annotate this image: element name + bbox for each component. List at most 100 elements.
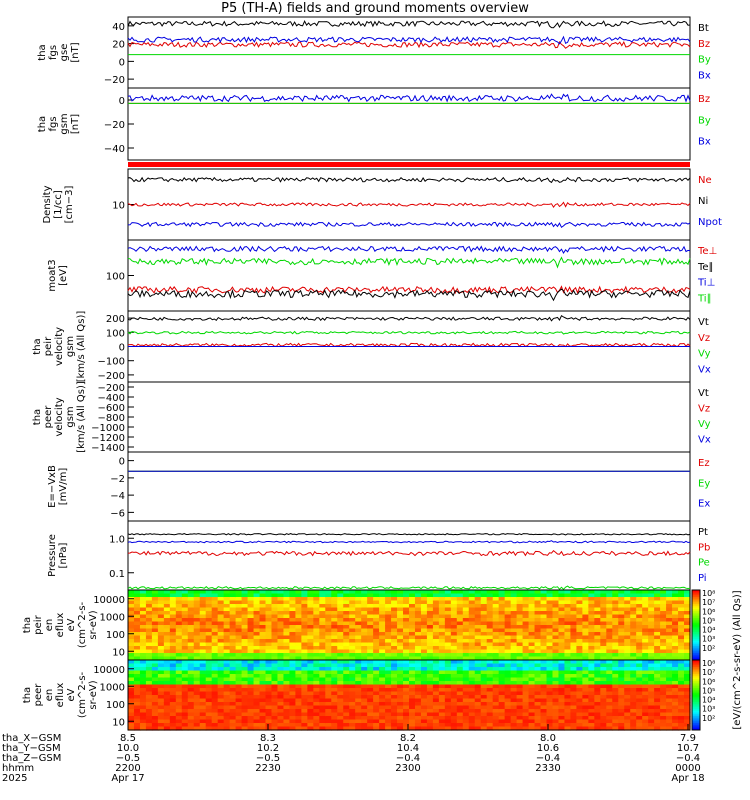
- spectrogram-cell: [253, 719, 261, 724]
- spectrogram-cell: [385, 705, 392, 710]
- spectrogram-cell: [391, 681, 398, 686]
- spectrogram-cell: [175, 621, 183, 626]
- spectrogram-cell: [355, 723, 362, 728]
- spectrogram-cell: [307, 600, 314, 605]
- spectrogram-cell: [337, 667, 344, 672]
- spectrogram-cell: [624, 719, 631, 724]
- spectrogram-cell: [355, 590, 362, 595]
- spectrogram-cell: [133, 688, 141, 693]
- spectrogram-cell: [307, 639, 314, 644]
- spectrogram-cell: [253, 618, 261, 623]
- spectrogram-cell: [504, 726, 512, 731]
- spectrogram-cell: [181, 628, 189, 633]
- spectrogram-cell: [414, 705, 422, 710]
- spectrogram-cell: [145, 635, 153, 640]
- spectrogram-cell: [516, 597, 524, 602]
- y-axis-label: Density: [42, 185, 53, 223]
- spectrogram-cell: [391, 600, 398, 605]
- spectrogram-cell: [642, 625, 649, 630]
- spectrogram-cell: [175, 667, 183, 672]
- spectrogram-cell: [217, 628, 225, 633]
- spectrogram-cell: [199, 611, 207, 616]
- spectrogram-cell: [678, 607, 685, 612]
- spectrogram-cell: [169, 600, 177, 605]
- spectrogram-cell: [510, 611, 518, 616]
- spectrogram-cell: [175, 653, 183, 658]
- spectrogram-cell: [582, 649, 589, 654]
- spectrogram-cell: [606, 632, 613, 637]
- spectrogram-cell: [510, 590, 518, 595]
- spectrogram-cell: [397, 590, 404, 595]
- spectrogram-cell: [576, 646, 583, 651]
- spectrogram-cell: [223, 614, 231, 619]
- spectrogram-cell: [241, 611, 249, 616]
- spectrogram-cell: [277, 625, 285, 630]
- spectrogram-cell: [379, 649, 386, 654]
- spectrogram-cell: [510, 618, 518, 623]
- spectrogram-cell: [666, 698, 673, 703]
- spectrogram-cell: [187, 639, 195, 644]
- spectrogram-cell: [253, 656, 261, 661]
- spectrogram-cell: [331, 698, 338, 703]
- spectrogram-cell: [397, 649, 404, 654]
- spectrogram-cell: [630, 604, 637, 609]
- spectrogram-cell: [468, 593, 476, 598]
- spectrogram-cell: [259, 709, 267, 714]
- spectrogram-cell: [181, 705, 189, 710]
- spectrogram-cell: [480, 611, 488, 616]
- spectrogram-cell: [331, 660, 338, 665]
- spectrogram-cell: [648, 618, 655, 623]
- spectrogram-cell: [325, 726, 332, 731]
- spectrogram-cell: [163, 684, 171, 689]
- spectrogram-cell: [307, 635, 314, 640]
- spectrogram-cell: [211, 590, 219, 595]
- spectrogram-cell: [175, 695, 183, 700]
- spectrogram-cell: [193, 621, 201, 626]
- spectrogram-cell: [265, 604, 273, 609]
- spectrogram-cell: [217, 688, 225, 693]
- spectrogram-cell: [325, 695, 332, 700]
- spectrogram-cell: [379, 688, 386, 693]
- spectrogram-cell: [456, 667, 464, 672]
- spectrogram-cell: [546, 726, 554, 731]
- spectrogram-cell: [462, 660, 470, 665]
- ephemeris-value: −0.4: [675, 753, 701, 764]
- spectrogram-cell: [361, 590, 368, 595]
- spectrogram-cell: [235, 639, 243, 644]
- spectrogram-cell: [660, 660, 667, 665]
- spectrogram-cell: [157, 649, 165, 654]
- spectrogram-cell: [319, 621, 326, 626]
- spectrogram-cell: [199, 625, 207, 630]
- spectrogram-cell: [145, 702, 153, 707]
- spectrogram-cell: [606, 597, 613, 602]
- spectrogram-cell: [169, 723, 177, 728]
- spectrogram-cell: [522, 681, 530, 686]
- spectrogram-cell: [612, 705, 619, 710]
- spectrogram-cell: [462, 593, 470, 598]
- spectrogram-cell: [373, 635, 380, 640]
- spectrogram-cell: [570, 625, 578, 630]
- panel-frame: [127, 16, 691, 89]
- spectrogram-cell: [600, 600, 607, 605]
- spectrogram-cell: [486, 611, 494, 616]
- ephemeris-value: 10.4: [396, 743, 420, 754]
- spectrogram-cell: [169, 726, 177, 731]
- spectrogram-cell: [672, 593, 679, 598]
- colorbar-cell: [692, 675, 700, 678]
- spectrogram-cell: [355, 688, 362, 693]
- spectrogram-cell: [492, 688, 500, 693]
- spectrogram-cell: [295, 667, 302, 672]
- spectrogram-cell: [558, 681, 566, 686]
- spectrogram-cell: [283, 688, 291, 693]
- spectrogram-cell: [540, 593, 548, 598]
- spectrogram-cell: [576, 639, 583, 644]
- spectrogram-cell: [223, 684, 231, 689]
- spectrogram-cell: [528, 677, 536, 682]
- spectrogram-cell: [331, 593, 338, 598]
- spectrogram-cell: [666, 646, 673, 651]
- spectrogram-cell: [480, 712, 488, 717]
- spectrogram-cell: [462, 712, 470, 717]
- spectrogram-cell: [420, 691, 428, 696]
- spectrogram-cell: [187, 635, 195, 640]
- spectrogram-cell: [241, 674, 249, 679]
